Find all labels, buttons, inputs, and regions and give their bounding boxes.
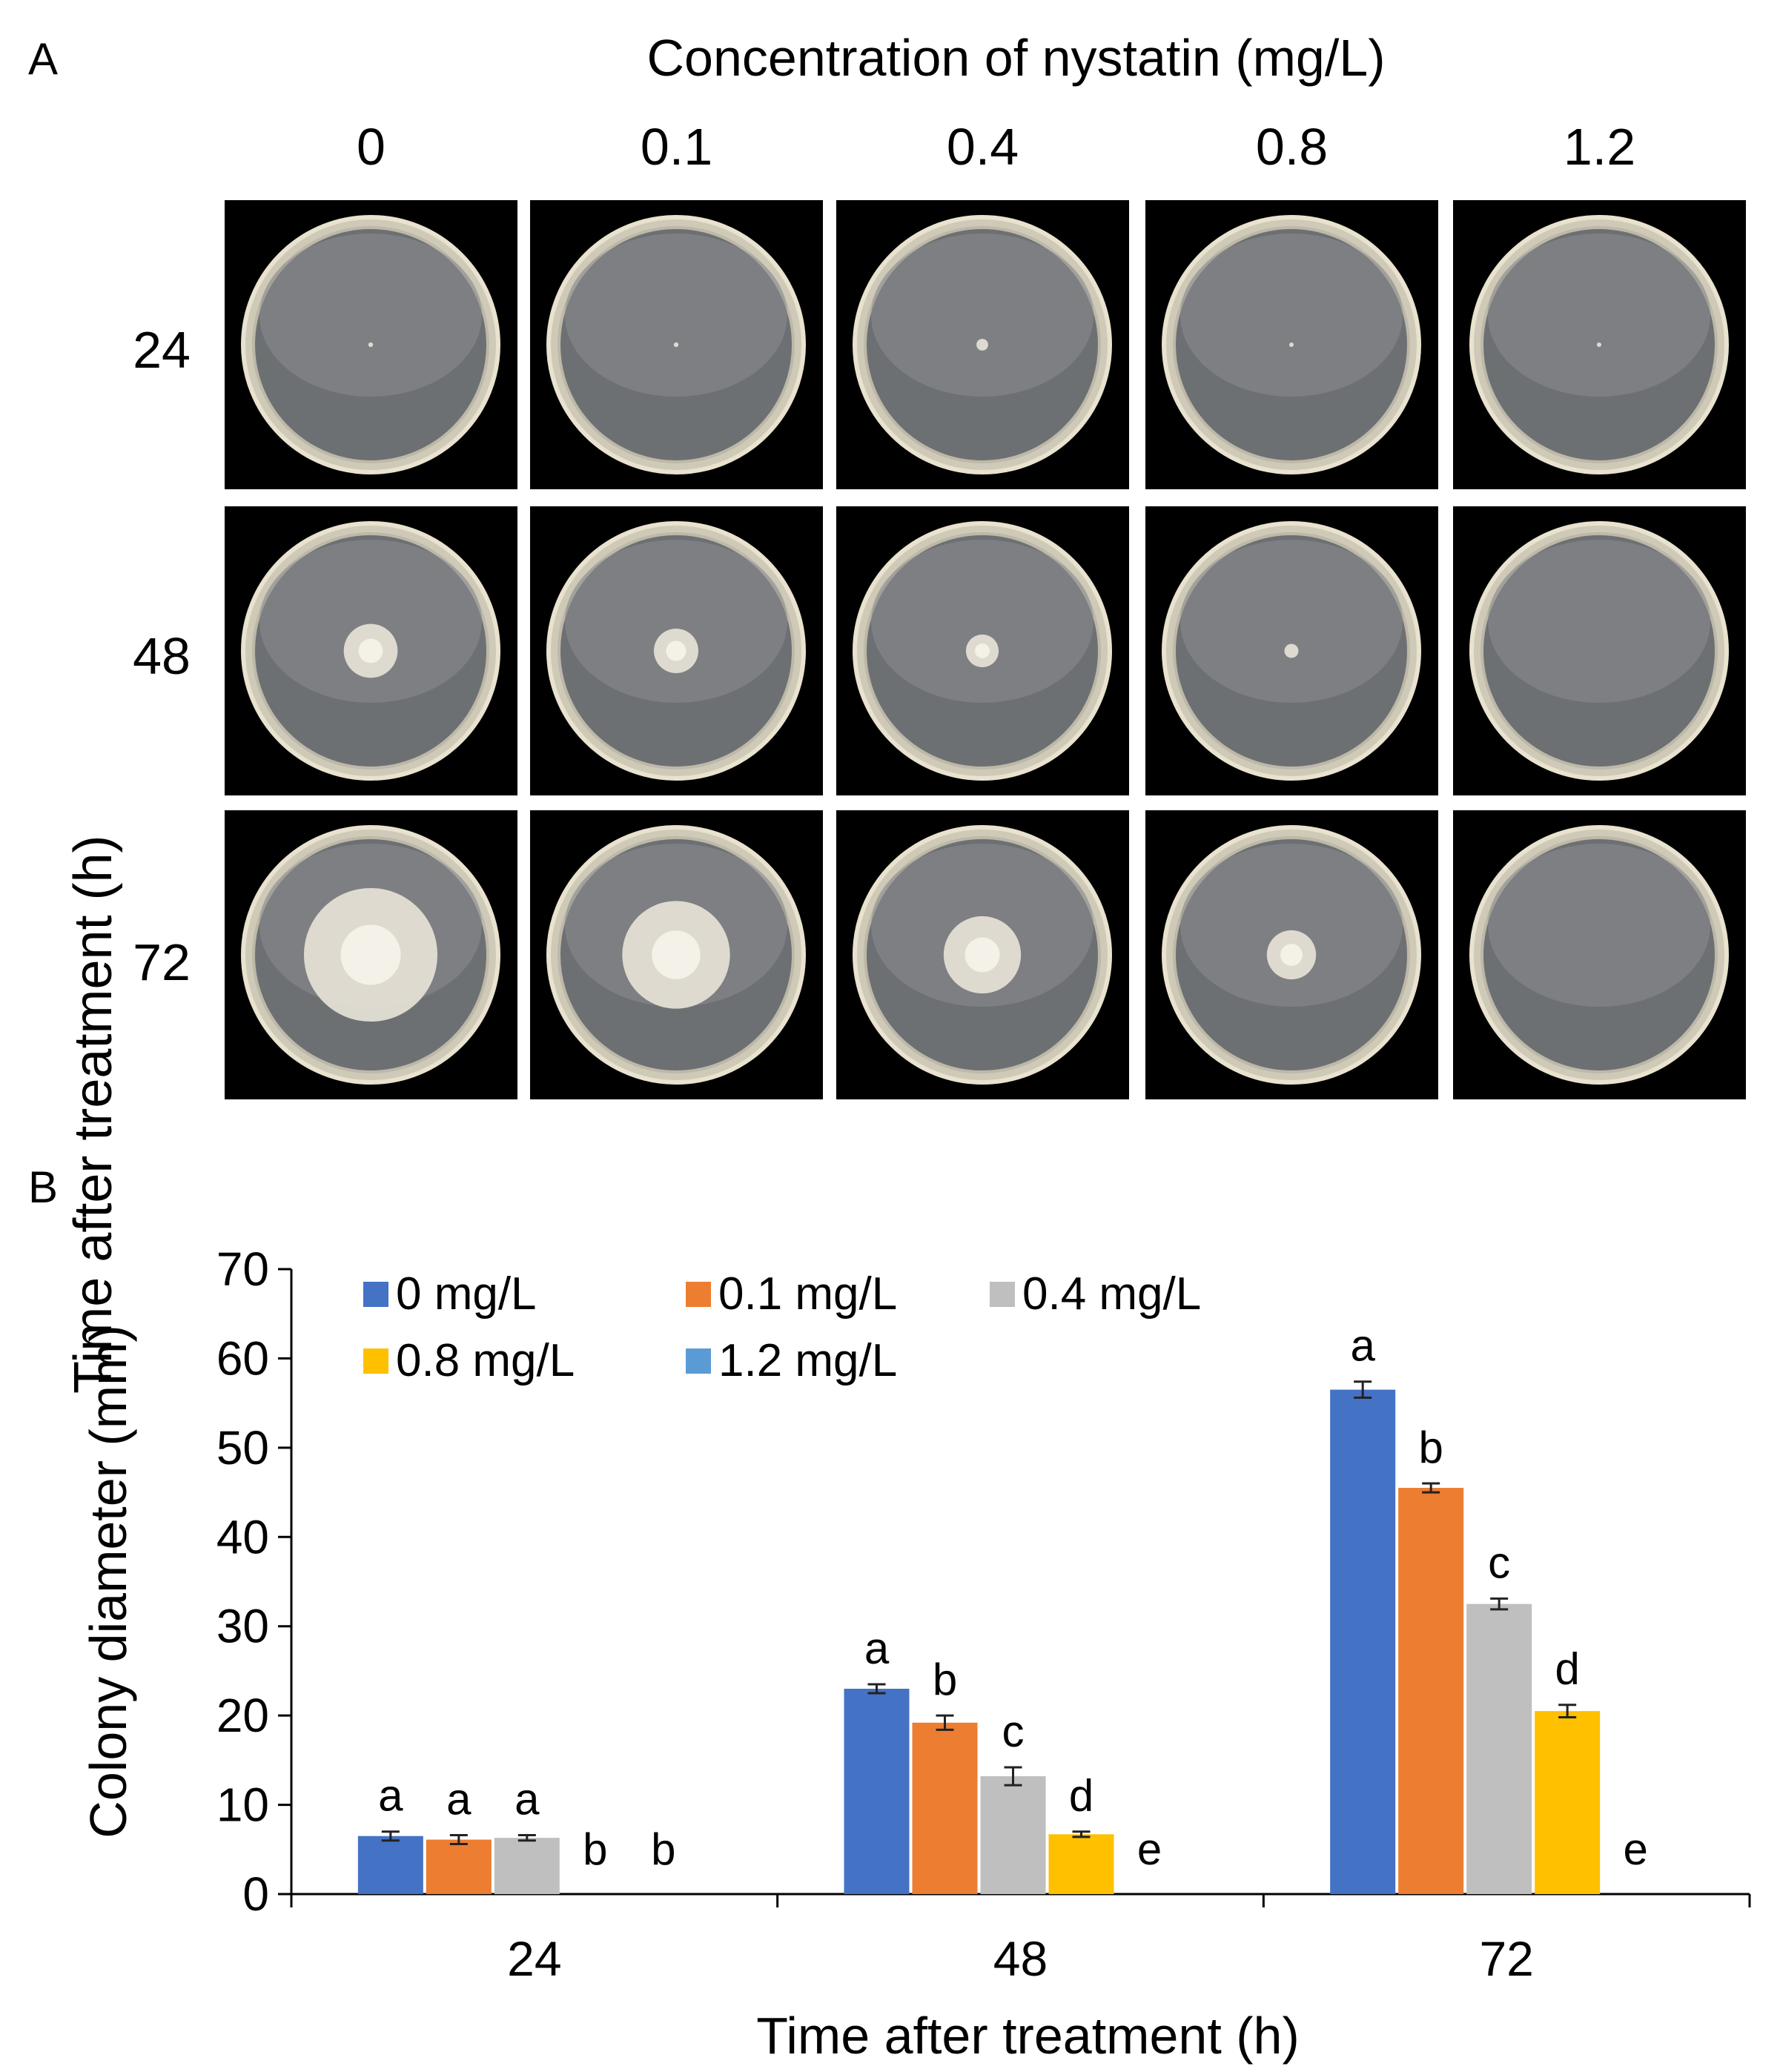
significance-letter: d [1555,1644,1579,1694]
legend-swatch [363,1348,388,1374]
bar [1048,1834,1114,1894]
y-tick-label: 0 [242,1867,269,1921]
concentration-label-1: 0.1 [640,118,713,176]
petri-dish-48h-1.2 [1453,506,1746,795]
petri-dish-24h-0 [225,200,517,489]
bar [912,1722,978,1894]
bar [1466,1603,1532,1894]
significance-letter: a [1350,1321,1375,1371]
bar [1330,1389,1396,1894]
petri-dish-24h-0.1 [530,200,823,489]
y-tick-label: 20 [216,1689,269,1742]
concentration-label-2: 0.4 [946,118,1019,176]
y-tick-label: 30 [216,1600,269,1653]
bar [980,1776,1046,1894]
significance-letter: e [1623,1824,1647,1874]
concentration-label-3: 0.8 [1255,118,1329,176]
petri-dish-72h-0.1 [530,810,823,1099]
petri-dish-48h-0 [225,506,517,795]
fungal-colony [976,339,988,351]
bar [426,1839,492,1894]
time-label-24: 24 [133,321,191,379]
significance-letter: a [515,1775,540,1824]
significance-letter: e [1137,1824,1162,1874]
petri-dish-24h-1.2 [1453,200,1746,489]
concentration-label-4: 1.2 [1563,118,1636,176]
legend-label: 0 mg/L [396,1268,537,1320]
y-tick-label: 40 [216,1510,269,1563]
y-tick-label: 60 [216,1331,269,1385]
petri-dish-48h-0.8 [1145,506,1438,795]
fungal-colony [1289,342,1294,347]
fungal-colony [368,342,374,348]
y-axis-title: Colony diameter (mm) [79,1325,137,1838]
bar [1535,1711,1601,1894]
fungal-colony [1597,342,1601,347]
legend-swatch [686,1348,711,1374]
legend-swatch [990,1281,1015,1307]
bar [357,1836,423,1894]
legend-label: 1.2 mg/L [718,1335,898,1386]
x-axis-title: Time after treatment (h) [756,2007,1300,2065]
significance-letter: b [583,1824,607,1874]
significance-letter: b [1418,1423,1443,1472]
significance-letter: a [378,1771,403,1821]
concentration-title: Concentration of nystatin (mg/L) [646,29,1386,87]
time-label-72: 72 [133,933,191,991]
petri-dish-24h-0.8 [1145,200,1438,489]
bar [844,1689,910,1894]
legend-item: 0.1 mg/L [686,1268,897,1320]
significance-letter: b [651,1824,675,1874]
panel-a-label: A [28,34,59,84]
y-tick-label: 70 [216,1242,269,1296]
petri-dish-48h-0.1 [530,506,823,795]
x-tick-label: 48 [993,1931,1048,1986]
significance-letter: a [864,1623,890,1673]
time-label-48: 48 [133,627,191,685]
petri-dish-72h-1.2 [1453,810,1746,1099]
petri-dish-48h-0.4 [836,506,1129,795]
x-tick-label: 72 [1479,1931,1533,1986]
significance-letter: c [1488,1538,1510,1587]
legend-label: 0.4 mg/L [1022,1268,1202,1320]
panel-b-label: B [28,1162,59,1212]
fungal-colony [673,342,679,348]
legend-label: 0.1 mg/L [718,1268,898,1320]
legend-item: 1.2 mg/L [686,1334,897,1387]
significance-letter: c [1002,1707,1025,1756]
fungal-colony [1284,643,1299,658]
y-tick-label: 10 [216,1778,269,1832]
petri-dish-72h-0.8 [1145,810,1438,1099]
petri-dish-72h-0.4 [836,810,1129,1099]
y-tick-label: 50 [216,1421,269,1474]
legend-label: 0.8 mg/L [396,1335,575,1386]
bar [494,1838,560,1894]
bar [1398,1488,1464,1894]
legend-swatch [686,1281,711,1307]
legend-item: 0.4 mg/L [990,1268,1201,1320]
x-tick-label: 24 [507,1931,561,1986]
concentration-label-0: 0 [357,118,386,176]
significance-letter: b [933,1655,957,1704]
legend-item: 0 mg/L [363,1268,537,1320]
legend-item: 0.8 mg/L [363,1334,575,1387]
petri-dish-24h-0.4 [836,200,1129,489]
significance-letter: d [1069,1771,1094,1821]
petri-dish-72h-0 [225,810,517,1099]
significance-letter: a [446,1775,472,1824]
legend-swatch [363,1281,388,1307]
